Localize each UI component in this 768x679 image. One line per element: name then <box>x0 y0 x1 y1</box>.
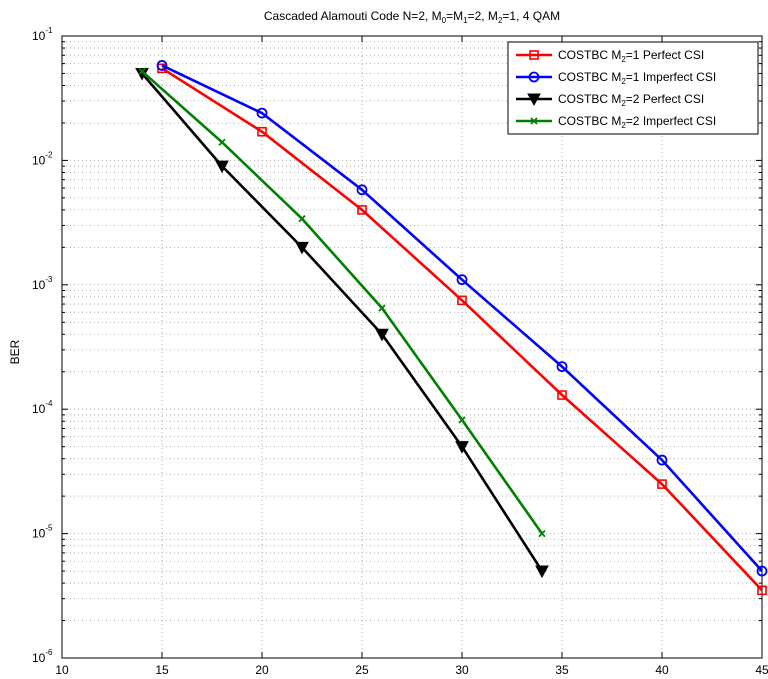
x-tick-label: 45 <box>755 663 768 677</box>
data-point <box>218 138 226 146</box>
title-sub0: 0 <box>442 16 447 25</box>
title-sub2: 2 <box>498 16 503 25</box>
data-point <box>656 454 668 466</box>
legend-item: COSTBC M2=1 Imperfect CSI <box>516 70 716 86</box>
data-point <box>215 160 229 174</box>
x-tick-label: 30 <box>455 663 469 677</box>
title-prefix: Cascaded Alamouti Code N=2, M <box>264 9 442 23</box>
data-point <box>556 361 568 373</box>
data-point <box>357 205 367 215</box>
data-point <box>257 126 267 137</box>
y-axis-label: BER <box>8 339 22 364</box>
series-layer <box>135 60 768 596</box>
legend-marker <box>527 93 541 107</box>
y-tick-label: 10-3 <box>32 275 53 292</box>
legend-item: COSTBC M2=1 Perfect CSI <box>516 48 704 64</box>
data-point <box>298 215 306 223</box>
y-tick-label: 10-6 <box>32 648 53 665</box>
series-line <box>141 70 544 535</box>
legend-marker <box>529 50 539 60</box>
data-point <box>256 107 268 119</box>
series-2 <box>156 60 768 577</box>
legend-label: COSTBC M2=2 Imperfect CSI <box>558 114 716 130</box>
title-mid2: =2, M <box>468 9 498 23</box>
x-tick-label: 35 <box>555 663 569 677</box>
grid <box>62 36 762 658</box>
data-point <box>535 565 549 579</box>
legend-box <box>507 41 759 135</box>
series-3 <box>135 67 549 579</box>
x-tick-label: 40 <box>655 663 669 677</box>
x-tick-label: 10 <box>55 663 69 677</box>
data-point <box>538 529 546 538</box>
plot-area <box>62 36 762 658</box>
series-line <box>161 64 763 572</box>
data-point <box>457 295 467 306</box>
series-line <box>161 67 763 592</box>
data-point <box>757 585 767 596</box>
title-sub1: 1 <box>463 16 468 25</box>
series-4 <box>138 67 546 538</box>
data-point <box>295 241 309 255</box>
legend-item: COSTBC M2=2 Perfect CSI <box>516 92 704 108</box>
data-point <box>756 565 768 577</box>
legend: COSTBC M2=1 Perfect CSI COSTBC M2=1 Imper… <box>507 41 759 135</box>
series-line <box>141 72 544 572</box>
data-point <box>378 304 386 312</box>
axes: 10 15 20 25 30 35 40 45 10-1 10-2 10-3 10-4 10-5 10-6 <box>32 26 768 677</box>
title-mid1: =M <box>446 9 463 23</box>
legend-marker <box>528 71 540 83</box>
legend-label: COSTBC M2=2 Perfect CSI <box>558 92 704 108</box>
data-point <box>356 184 368 196</box>
x-tick-label: 20 <box>255 663 269 677</box>
legend-marker <box>530 117 538 125</box>
data-point <box>557 390 567 400</box>
data-point <box>458 416 466 424</box>
x-tick-label: 25 <box>355 663 369 677</box>
data-point <box>138 67 146 75</box>
y-tick-label: 10-2 <box>32 150 53 167</box>
y-tick-label: 10-1 <box>32 26 53 43</box>
title-suffix: =1, 4 QAM <box>502 9 560 23</box>
data-point <box>456 274 468 286</box>
legend-item: COSTBC M2=2 Imperfect CSI <box>516 114 716 130</box>
legend-label: COSTBC M2=1 Perfect CSI <box>558 48 704 64</box>
data-point <box>455 441 469 454</box>
y-tick-label: 10-4 <box>32 399 53 416</box>
data-point <box>375 328 389 342</box>
data-point <box>657 479 667 489</box>
x-tick-label: 15 <box>155 663 169 677</box>
chart-title: Cascaded Alamouti Code N=2, M0=M1=2, M2=… <box>264 9 560 25</box>
axis-box <box>61 35 763 659</box>
y-tick-label: 10-5 <box>32 524 53 541</box>
data-point <box>156 60 168 71</box>
legend-label: COSTBC M2=1 Imperfect CSI <box>558 70 716 86</box>
